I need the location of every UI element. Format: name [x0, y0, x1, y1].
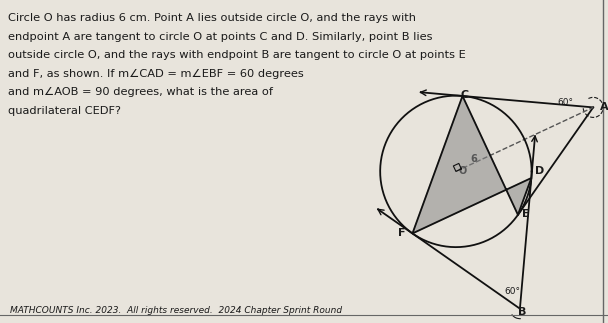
Text: C: C: [460, 90, 469, 100]
Text: D: D: [536, 166, 545, 176]
Text: 6: 6: [471, 154, 477, 164]
Text: E: E: [522, 209, 530, 219]
Text: MATHCOUNTS Inc. 2023.  All rights reserved.  2024 Chapter Sprint Round: MATHCOUNTS Inc. 2023. All rights reserve…: [10, 306, 342, 315]
Text: outside circle O, and the rays with endpoint B are tangent to circle O at points: outside circle O, and the rays with endp…: [8, 50, 466, 60]
Text: 60°: 60°: [504, 287, 520, 296]
Text: O: O: [459, 166, 467, 176]
Polygon shape: [412, 96, 531, 234]
Text: quadrilateral CEDF?: quadrilateral CEDF?: [8, 106, 121, 116]
Text: and m∠AOB = 90 degrees, what is the area of: and m∠AOB = 90 degrees, what is the area…: [8, 87, 273, 97]
Text: endpoint A are tangent to circle O at points C and D. Similarly, point B lies: endpoint A are tangent to circle O at po…: [8, 32, 432, 41]
Text: Circle O has radius 6 cm. Point A lies outside circle O, and the rays with: Circle O has radius 6 cm. Point A lies o…: [8, 13, 416, 23]
Text: A: A: [600, 102, 608, 112]
Text: B: B: [518, 307, 526, 317]
Text: 60°: 60°: [557, 98, 573, 107]
Text: F: F: [398, 228, 406, 238]
Text: and F, as shown. If m∠CAD = m∠EBF = 60 degrees: and F, as shown. If m∠CAD = m∠EBF = 60 d…: [8, 68, 304, 78]
